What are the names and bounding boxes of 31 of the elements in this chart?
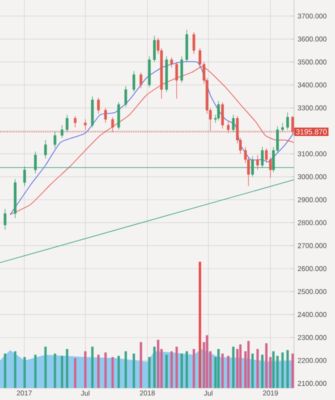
candlestick bbox=[23, 166, 26, 186]
candlestick bbox=[217, 100, 220, 121]
candlestick bbox=[153, 35, 156, 62]
candlestick bbox=[132, 70, 136, 92]
candlestick bbox=[66, 114, 68, 132]
candlestick bbox=[170, 57, 173, 68]
candlestick bbox=[251, 156, 254, 178]
candlestick bbox=[226, 121, 230, 134]
candlestick bbox=[256, 154, 259, 170]
candlestick bbox=[260, 146, 264, 168]
candlestick bbox=[180, 56, 184, 83]
candlestick bbox=[111, 116, 114, 132]
candlestick bbox=[97, 97, 100, 114]
candlestick bbox=[34, 151, 37, 174]
candlestick bbox=[232, 114, 235, 132]
candlestick bbox=[74, 116, 77, 128]
candlestick bbox=[286, 112, 289, 130]
candlestick bbox=[117, 102, 120, 130]
candlestick bbox=[44, 140, 47, 159]
candlestick bbox=[84, 119, 87, 130]
candlestick bbox=[124, 86, 128, 108]
candlestick bbox=[221, 102, 224, 129]
candlestick bbox=[140, 72, 142, 89]
candlestick bbox=[4, 208, 6, 230]
candlestick bbox=[104, 108, 107, 124]
candlestick bbox=[175, 62, 178, 100]
candlestick bbox=[291, 116, 294, 135]
candlestick bbox=[192, 32, 196, 54]
candlestick bbox=[281, 122, 284, 132]
candlestick bbox=[60, 124, 64, 138]
candlestick bbox=[54, 132, 56, 148]
